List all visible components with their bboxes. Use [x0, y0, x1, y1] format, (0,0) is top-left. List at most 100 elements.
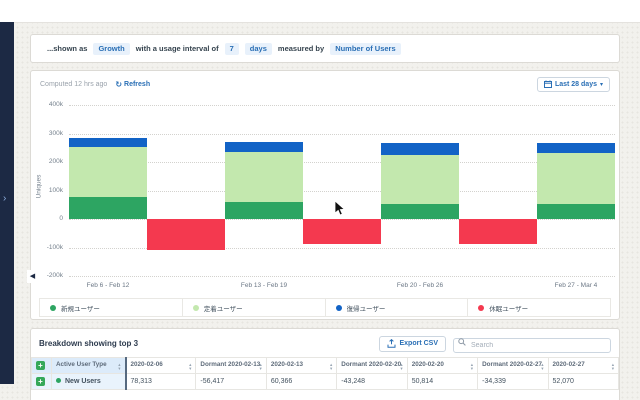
y-tick-label: -100k — [46, 243, 63, 251]
bar-segment-new[interactable] — [537, 204, 615, 219]
legend-label: 新規ユーザー — [61, 305, 100, 313]
refresh-button[interactable]: ↻ Refresh — [115, 80, 150, 89]
bar-segment-resurrected[interactable] — [225, 142, 303, 153]
date-range-label: Last 28 days — [554, 80, 597, 88]
metric-selector[interactable]: Number of Users — [330, 42, 401, 55]
column-header-label: Dormant 2020-02-20 — [341, 361, 402, 369]
legend-label: 復帰ユーザー — [346, 305, 386, 313]
shown-as-selector[interactable]: Growth — [93, 42, 130, 55]
scroll-left-icon[interactable]: ◀ — [27, 270, 38, 283]
legend-dot-icon — [50, 304, 56, 311]
sort-icon[interactable]: ▴ ▾ — [541, 362, 544, 371]
sort-icon[interactable]: ▴ ▾ — [259, 362, 262, 371]
export-csv-button[interactable]: Export CSV — [379, 335, 446, 352]
legend-dot-icon — [192, 304, 199, 311]
legend-label: 定着ユーザー — [203, 305, 243, 313]
column-header-5[interactable]: ▴ ▾ 2020-02-20 — [406, 357, 479, 374]
legend-item[interactable]: 復帰ユーザー — [326, 299, 469, 316]
legend-item[interactable]: 新規ユーザー — [40, 299, 183, 316]
gridline — [69, 162, 615, 163]
y-tick-label: 300k — [48, 129, 63, 137]
x-axis-label: Feb 27 - Mar 4 — [554, 282, 598, 289]
bar-segment-new[interactable] — [69, 196, 147, 219]
y-tick-label: 200k — [48, 158, 63, 165]
expand-row-icon[interactable]: + — [36, 377, 45, 386]
column-header-6[interactable]: ▴ ▾ Dormant 2020-02-27 — [477, 357, 549, 374]
sort-icon[interactable]: ▴ ▾ — [611, 362, 614, 371]
refresh-icon: ↻ — [115, 79, 123, 89]
bar-segment-dormant[interactable] — [147, 219, 225, 250]
chevron-down-icon: ▾ — [599, 81, 603, 88]
row-name-cell[interactable]: New Users — [51, 373, 126, 390]
gridline — [69, 247, 615, 249]
top-strip — [0, 0, 640, 23]
table-row: + New Users 78,313 -56,417 60,366 -43,248 50,8… — [31, 373, 619, 390]
series-group-icon[interactable]: + — [36, 361, 45, 370]
legend-item[interactable]: 定着ユーザー — [183, 299, 326, 316]
column-header-3[interactable]: ▴ ▾ 2020-02-13 — [265, 357, 338, 374]
column-header-1[interactable]: ▴ ▾ 2020-02-06 — [124, 357, 197, 374]
y-tick-label: -200k — [46, 272, 63, 279]
legend-dot-icon — [335, 304, 342, 311]
calendar-icon — [543, 80, 552, 88]
export-icon — [387, 339, 396, 348]
value-cell: -43,248 — [336, 373, 408, 390]
bar-segment-resurrected[interactable] — [381, 143, 459, 156]
column-header-2[interactable]: ▴ ▾ Dormant 2020-02-13 — [195, 357, 267, 374]
sort-icon[interactable]: ▴ ▾ — [470, 362, 474, 371]
legend-label: 休眠ユーザー — [489, 305, 529, 313]
value-cell: 78,313 — [124, 373, 197, 390]
breakdown-header: Breakdown showing top 3 Export CSV — [31, 329, 619, 357]
row-name-label: New Users — [65, 378, 101, 385]
sort-icon[interactable]: ▴ ▾ — [329, 362, 333, 371]
filter-prefix-label: ...shown as — [47, 44, 88, 53]
legend-item[interactable]: 休眠ユーザー — [468, 299, 610, 316]
column-header-0[interactable]: ▴ ▾ Active User Type — [51, 357, 126, 374]
column-header-label: 2020-02-06 — [130, 361, 163, 369]
export-csv-label: Export CSV — [399, 340, 438, 347]
interval-unit-selector[interactable]: days — [244, 42, 272, 55]
y-tick-label: 400k — [48, 101, 63, 108]
x-axis-label: Feb 20 - Feb 26 — [396, 282, 444, 289]
refresh-label: Refresh — [124, 80, 151, 88]
gridline — [69, 133, 615, 135]
column-header-label: Dormant 2020-02-13 — [200, 361, 261, 369]
value-cell: -56,417 — [195, 373, 267, 390]
value-cell: 60,366 — [265, 373, 338, 390]
column-header-label: Active User Type — [56, 361, 107, 369]
bar-segment-resurrected[interactable] — [69, 138, 147, 148]
bar-segment-retained[interactable] — [381, 155, 459, 205]
computed-ago-label: Computed 12 hrs ago — [40, 80, 108, 88]
interval-text-label: with a usage interval of — [135, 44, 219, 53]
bar-segment-retained[interactable] — [69, 147, 147, 197]
value-cell: 50,814 — [406, 373, 479, 390]
interval-value-selector[interactable]: 7 — [224, 42, 239, 55]
search-box — [453, 334, 611, 353]
bar-segment-dormant[interactable] — [303, 219, 381, 245]
series-dot-icon — [56, 378, 61, 383]
sort-icon[interactable]: ▴ ▾ — [118, 362, 121, 371]
chart-plot-area — [69, 105, 615, 277]
date-range-button[interactable]: Last 28 days ▾ — [536, 76, 610, 92]
bar-segment-new[interactable] — [225, 201, 303, 219]
search-icon — [458, 337, 466, 346]
breakdown-title: Breakdown showing top 3 — [39, 339, 139, 348]
row-icon-cell[interactable]: + — [31, 373, 52, 390]
column-header-4[interactable]: ▴ ▾ Dormant 2020-02-20 — [336, 357, 408, 374]
bar-segment-new[interactable] — [381, 204, 459, 219]
bar-segment-resurrected[interactable] — [537, 143, 615, 154]
sort-icon[interactable]: ▴ ▾ — [400, 362, 403, 371]
gridline — [69, 190, 615, 192]
sort-icon[interactable]: ▴ ▾ — [189, 362, 192, 371]
search-input[interactable] — [453, 338, 611, 353]
column-header-label: Dormant 2020-02-27 — [482, 361, 542, 369]
collapsed-sidebar[interactable]: › — [0, 22, 14, 384]
bar-segment-retained[interactable] — [537, 153, 615, 205]
expand-sidebar-chevron-icon[interactable]: › — [3, 193, 7, 204]
header-icon-cell[interactable]: + — [31, 357, 52, 374]
value-cell: -34,339 — [477, 373, 549, 390]
bar-segment-retained[interactable] — [225, 152, 303, 202]
column-header-7[interactable]: ▴ ▾ 2020-02-27 — [547, 357, 619, 374]
bar-segment-dormant[interactable] — [459, 219, 537, 244]
legend-dot-icon — [478, 304, 485, 311]
